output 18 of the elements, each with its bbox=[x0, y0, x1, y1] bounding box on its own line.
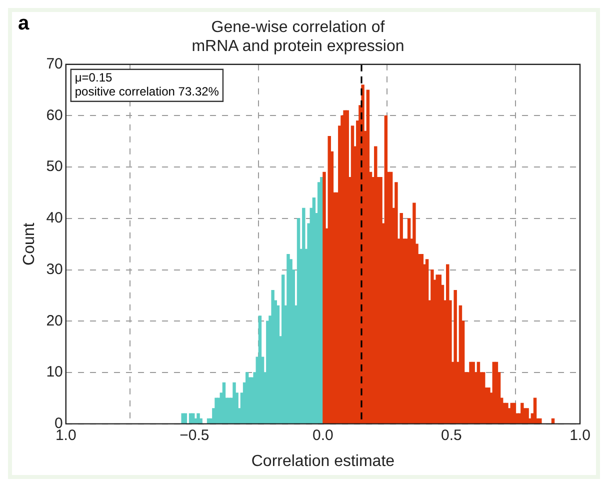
chart-title: Gene-wise correlation of mRNA and protein expression bbox=[192, 19, 404, 56]
y-tick-label: 10 bbox=[46, 364, 63, 381]
text: a bbox=[18, 12, 30, 35]
y-tick-label: 30 bbox=[46, 260, 63, 278]
y-tick-label: 50 bbox=[46, 158, 63, 176]
x-axis-title: Correlation estimate bbox=[251, 452, 395, 470]
y-tick-label: 20 bbox=[46, 312, 63, 330]
x-tick-label: 1.0 bbox=[55, 426, 76, 444]
x-tick-label: 1.0 bbox=[570, 426, 590, 444]
annotation: μ=0.15 bbox=[74, 70, 112, 85]
x-tick-label: −0.5 bbox=[180, 426, 210, 444]
annotation: positive correlation 73.32% bbox=[74, 84, 220, 99]
y-axis-title: Count bbox=[21, 222, 38, 266]
y-tick-label: 40 bbox=[46, 210, 63, 227]
y-tick-label: 60 bbox=[46, 106, 63, 124]
y-tick-label: 70 bbox=[46, 56, 63, 73]
x-tick-label: 0.0 bbox=[312, 426, 334, 444]
x-tick-label: 0.5 bbox=[441, 426, 462, 444]
